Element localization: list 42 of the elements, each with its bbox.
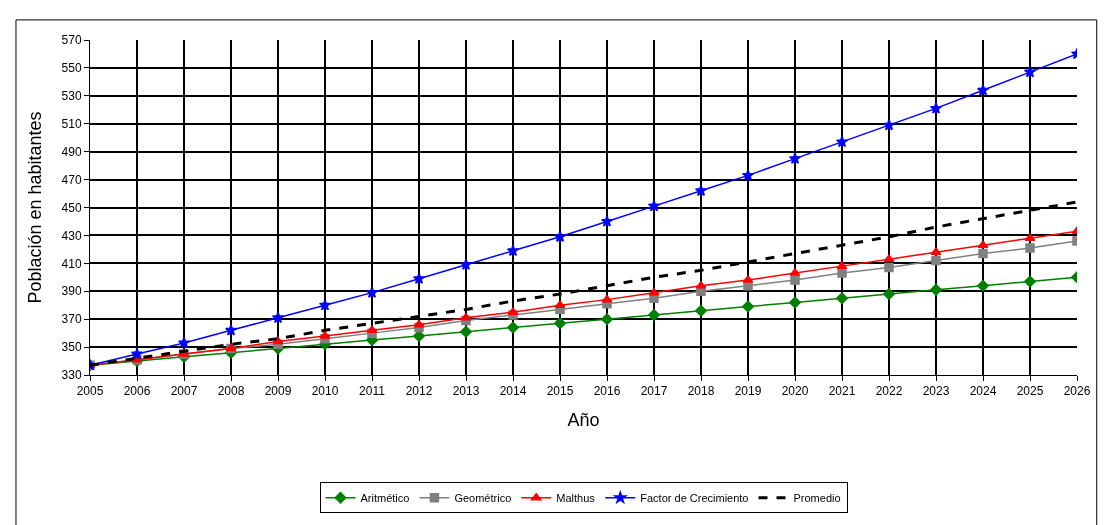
y-tick-label: 430 [61,228,82,243]
legend-label: Promedio [793,491,841,504]
legend-label: Factor de Crecimiento [640,491,749,504]
legend-label: Geométrico [454,491,512,504]
y-tick-label: 330 [61,368,82,383]
x-tick-label: 2024 [969,384,997,399]
x-tick-label: 2022 [875,384,903,399]
x-tick-label: 2013 [452,384,480,399]
x-tick-label: 2019 [734,384,762,399]
y-tick-label: 490 [61,144,82,159]
x-tick-label: 2005 [76,384,104,399]
x-tick-label: 2012 [405,384,433,399]
y-tick-label: 510 [61,116,82,131]
x-tick-label: 2026 [1063,384,1091,399]
x-tick-label: 2011 [359,384,386,399]
y-tick-label: 450 [61,200,82,215]
y-tick-label: 530 [61,89,82,104]
y-tick-label: 350 [61,340,82,355]
x-axis-title: Año [567,409,600,430]
x-tick-label: 2007 [170,384,198,399]
x-tick-label: 2015 [546,384,574,399]
legend-label: Aritmético [360,491,410,504]
x-tick-label: 2018 [687,384,715,399]
y-tick-label: 570 [61,33,82,48]
x-tick-label: 2025 [1016,384,1044,399]
x-tick-label: 2017 [640,384,668,399]
legend-label: Malthus [556,491,596,504]
x-tick-label: 2016 [593,384,621,399]
x-tick-label: 2009 [264,384,292,399]
x-tick-label: 2008 [217,384,245,399]
y-tick-label: 390 [61,284,82,299]
x-tick-label: 2023 [922,384,950,399]
y-tick-label: 470 [61,172,82,187]
y-tick-label: 410 [61,256,82,271]
y-tick-label: 550 [61,61,82,76]
x-tick-label: 2020 [781,384,809,399]
y-tick-label: 370 [61,312,82,327]
x-tick-label: 2014 [499,384,527,399]
y-axis-title: Población en habitantes [24,111,45,304]
x-tick-label: 2010 [311,384,339,399]
x-tick-label: 2021 [828,384,856,399]
x-tick-label: 2006 [123,384,151,399]
